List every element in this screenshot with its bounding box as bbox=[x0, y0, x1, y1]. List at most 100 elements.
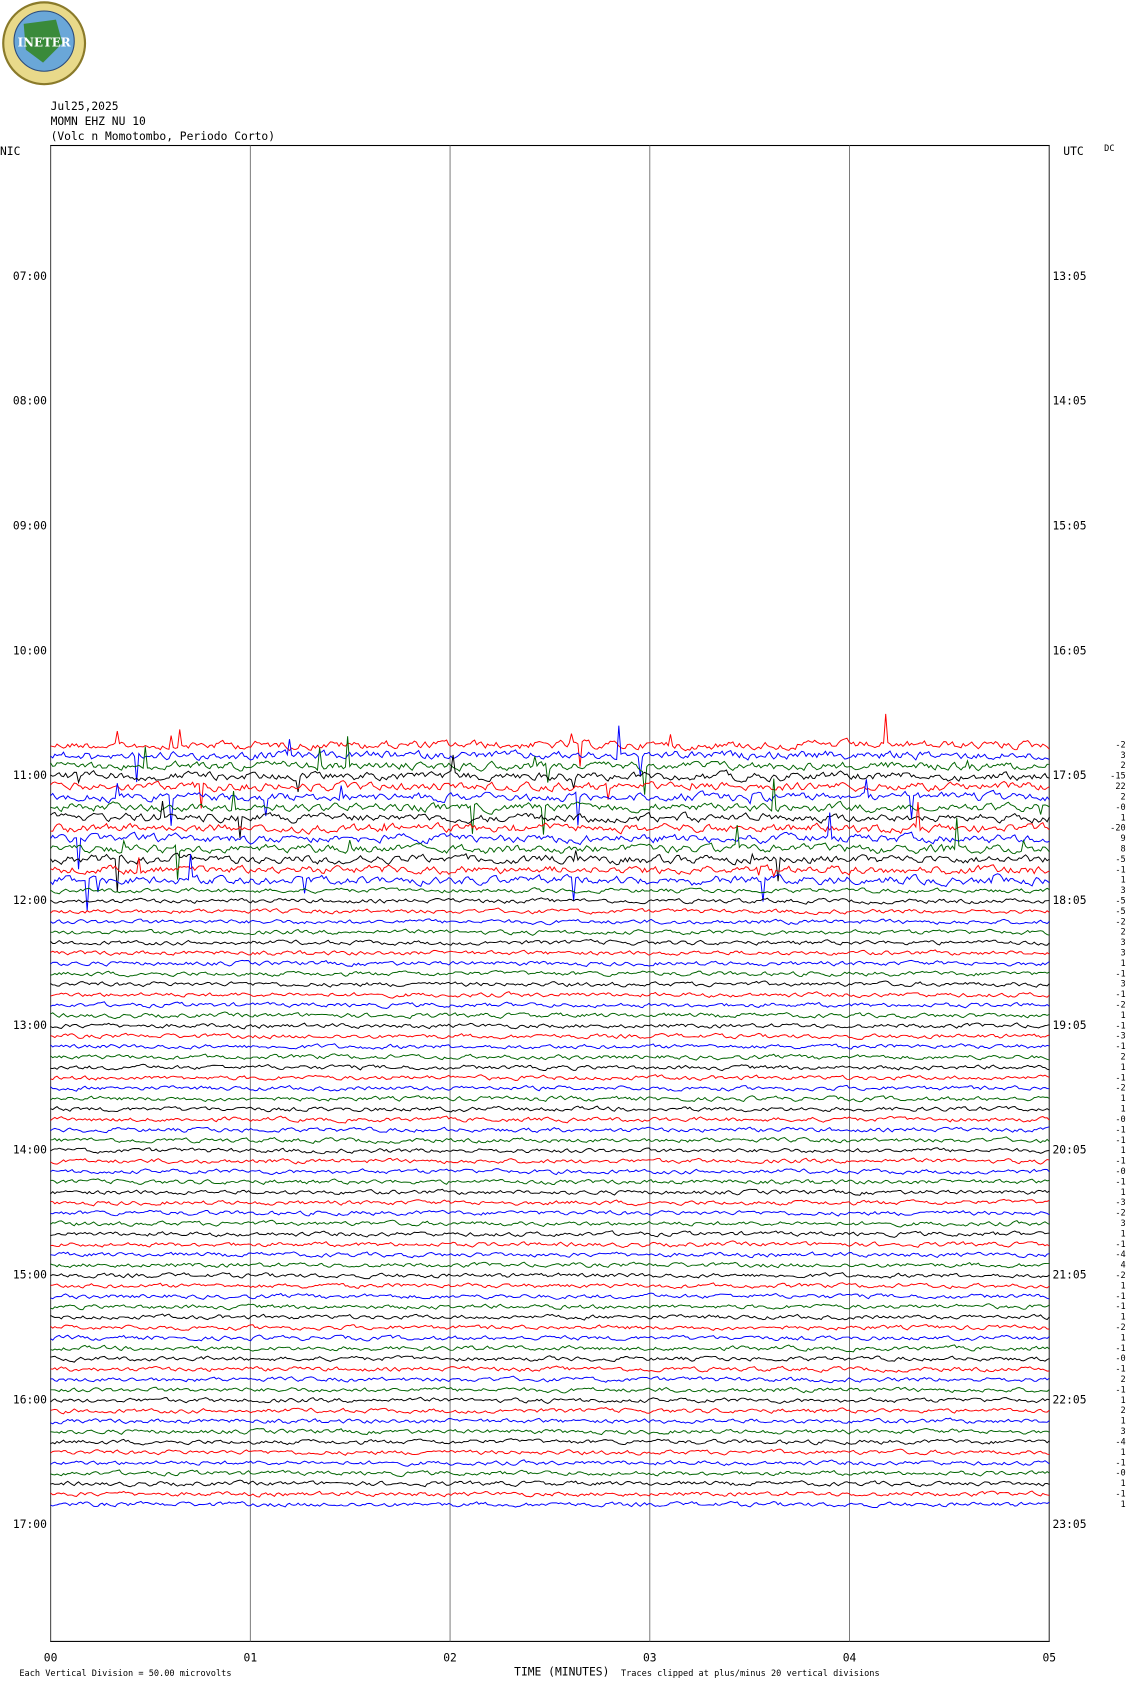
trace bbox=[50, 1407, 1050, 1415]
nic-time-label: 14:00 bbox=[13, 1144, 47, 1157]
dc-offset: 1 bbox=[1121, 1281, 1126, 1291]
dc-offset: -5 bbox=[1115, 897, 1125, 907]
dc-offset: 8 bbox=[1121, 844, 1126, 854]
nic-time-label: 11:00 bbox=[13, 769, 47, 782]
trace bbox=[50, 1251, 1050, 1259]
trace bbox=[50, 778, 1050, 835]
trace bbox=[50, 1396, 1050, 1405]
trace bbox=[50, 800, 1050, 839]
trace bbox=[50, 1198, 1050, 1207]
trace bbox=[50, 1105, 1050, 1113]
trace bbox=[50, 1355, 1050, 1363]
x-tick-label: 02 bbox=[443, 1652, 457, 1665]
dc-offset: 9 bbox=[1121, 834, 1126, 844]
trace bbox=[50, 1490, 1050, 1498]
trace bbox=[50, 949, 1050, 956]
dc-offset: -1 bbox=[1115, 1073, 1125, 1083]
dc-offset: -2 bbox=[1115, 917, 1125, 927]
x-tick-label: 03 bbox=[643, 1652, 657, 1665]
dc-offset: -1 bbox=[1115, 1136, 1125, 1146]
dc-offset: 3 bbox=[1121, 1427, 1126, 1437]
dc-offset: -2 bbox=[1115, 740, 1125, 750]
trace bbox=[50, 854, 1050, 911]
utc-time-label: 16:05 bbox=[1053, 644, 1087, 657]
dc-offset: 3 bbox=[1121, 980, 1126, 990]
trace bbox=[50, 1147, 1050, 1155]
trace bbox=[50, 938, 1050, 946]
utc-time-label: 19:05 bbox=[1053, 1019, 1087, 1032]
nic-time-label: 16:00 bbox=[13, 1393, 47, 1406]
trace bbox=[50, 779, 1050, 826]
trace bbox=[50, 713, 1050, 767]
clip-note: Traces clipped at plus/minus 20 vertical… bbox=[621, 1669, 880, 1679]
dc-offset: -5 bbox=[1115, 855, 1125, 865]
dc-offset: 1 bbox=[1121, 1188, 1126, 1198]
x-tick-label: 04 bbox=[843, 1652, 857, 1665]
trace bbox=[50, 1011, 1050, 1020]
trace bbox=[50, 928, 1050, 936]
trace bbox=[50, 1448, 1050, 1456]
dc-offset: -20 bbox=[1110, 824, 1126, 834]
title-line: Jul25,2025 bbox=[51, 100, 119, 113]
trace bbox=[50, 725, 1050, 783]
nic-time-label: 15:00 bbox=[13, 1269, 47, 1282]
trace bbox=[50, 780, 1050, 809]
dc-offset: 1 bbox=[1121, 1396, 1126, 1406]
trace bbox=[50, 959, 1050, 967]
dc-offset: -0 bbox=[1115, 1167, 1125, 1177]
trace bbox=[50, 887, 1050, 895]
utc-time-label: 18:05 bbox=[1053, 894, 1087, 907]
trace bbox=[50, 1386, 1050, 1394]
utc-time-label: 21:05 bbox=[1053, 1269, 1087, 1282]
trace bbox=[50, 857, 1050, 879]
nic-time-label: 10:00 bbox=[13, 644, 47, 657]
trace bbox=[50, 991, 1050, 999]
trace bbox=[50, 1230, 1050, 1238]
trace bbox=[50, 897, 1050, 905]
utc-time-label: 13:05 bbox=[1053, 270, 1087, 283]
dc-offset: -2 bbox=[1115, 1001, 1125, 1011]
dc-offset: 2 bbox=[1121, 928, 1126, 938]
title-line: MOMN EHZ NU 10 bbox=[51, 115, 146, 128]
trace bbox=[50, 1188, 1050, 1196]
dc-offset: -0 bbox=[1115, 1469, 1125, 1479]
dc-offset: 1 bbox=[1121, 1011, 1126, 1021]
left-zone: NIC bbox=[0, 145, 20, 158]
trace bbox=[50, 1469, 1050, 1478]
dc-offset: -15 bbox=[1110, 772, 1126, 782]
dc-offset: 2 bbox=[1121, 1406, 1126, 1416]
dc-offset: -1 bbox=[1115, 1344, 1125, 1354]
trace bbox=[50, 850, 1050, 892]
trace bbox=[50, 1168, 1050, 1176]
utc-time-label: 14:05 bbox=[1053, 395, 1087, 408]
trace bbox=[50, 907, 1050, 915]
nic-time-label: 07:00 bbox=[13, 270, 47, 283]
nic-time-label: 09:00 bbox=[13, 519, 47, 532]
dc-offset: -3 bbox=[1115, 1032, 1125, 1042]
trace bbox=[50, 1209, 1050, 1217]
trace bbox=[50, 1334, 1050, 1342]
dc-offset: -1 bbox=[1115, 1489, 1125, 1499]
nic-time-label: 08:00 bbox=[13, 395, 47, 408]
dc-offset: -1 bbox=[1115, 1157, 1125, 1167]
trace bbox=[50, 1053, 1050, 1061]
dc-offset: 1 bbox=[1121, 1417, 1126, 1427]
dc-offset: -0 bbox=[1115, 1115, 1125, 1125]
dc-offset: -1 bbox=[1115, 1240, 1125, 1250]
dc-offset: 1 bbox=[1121, 1313, 1126, 1323]
dc-offset: 1 bbox=[1121, 1229, 1126, 1239]
trace bbox=[50, 754, 1050, 793]
trace bbox=[50, 1001, 1050, 1010]
x-tick-label: 05 bbox=[1042, 1652, 1056, 1665]
trace bbox=[50, 1428, 1050, 1436]
dc-offset: -1 bbox=[1115, 1365, 1125, 1375]
trace bbox=[50, 980, 1050, 988]
trace bbox=[50, 1459, 1050, 1467]
dc-offset: -1 bbox=[1115, 1385, 1125, 1395]
dc-offset: 1 bbox=[1121, 876, 1126, 886]
utc-time-label: 15:05 bbox=[1053, 519, 1087, 532]
trace bbox=[50, 1126, 1050, 1134]
trace bbox=[50, 1084, 1050, 1092]
